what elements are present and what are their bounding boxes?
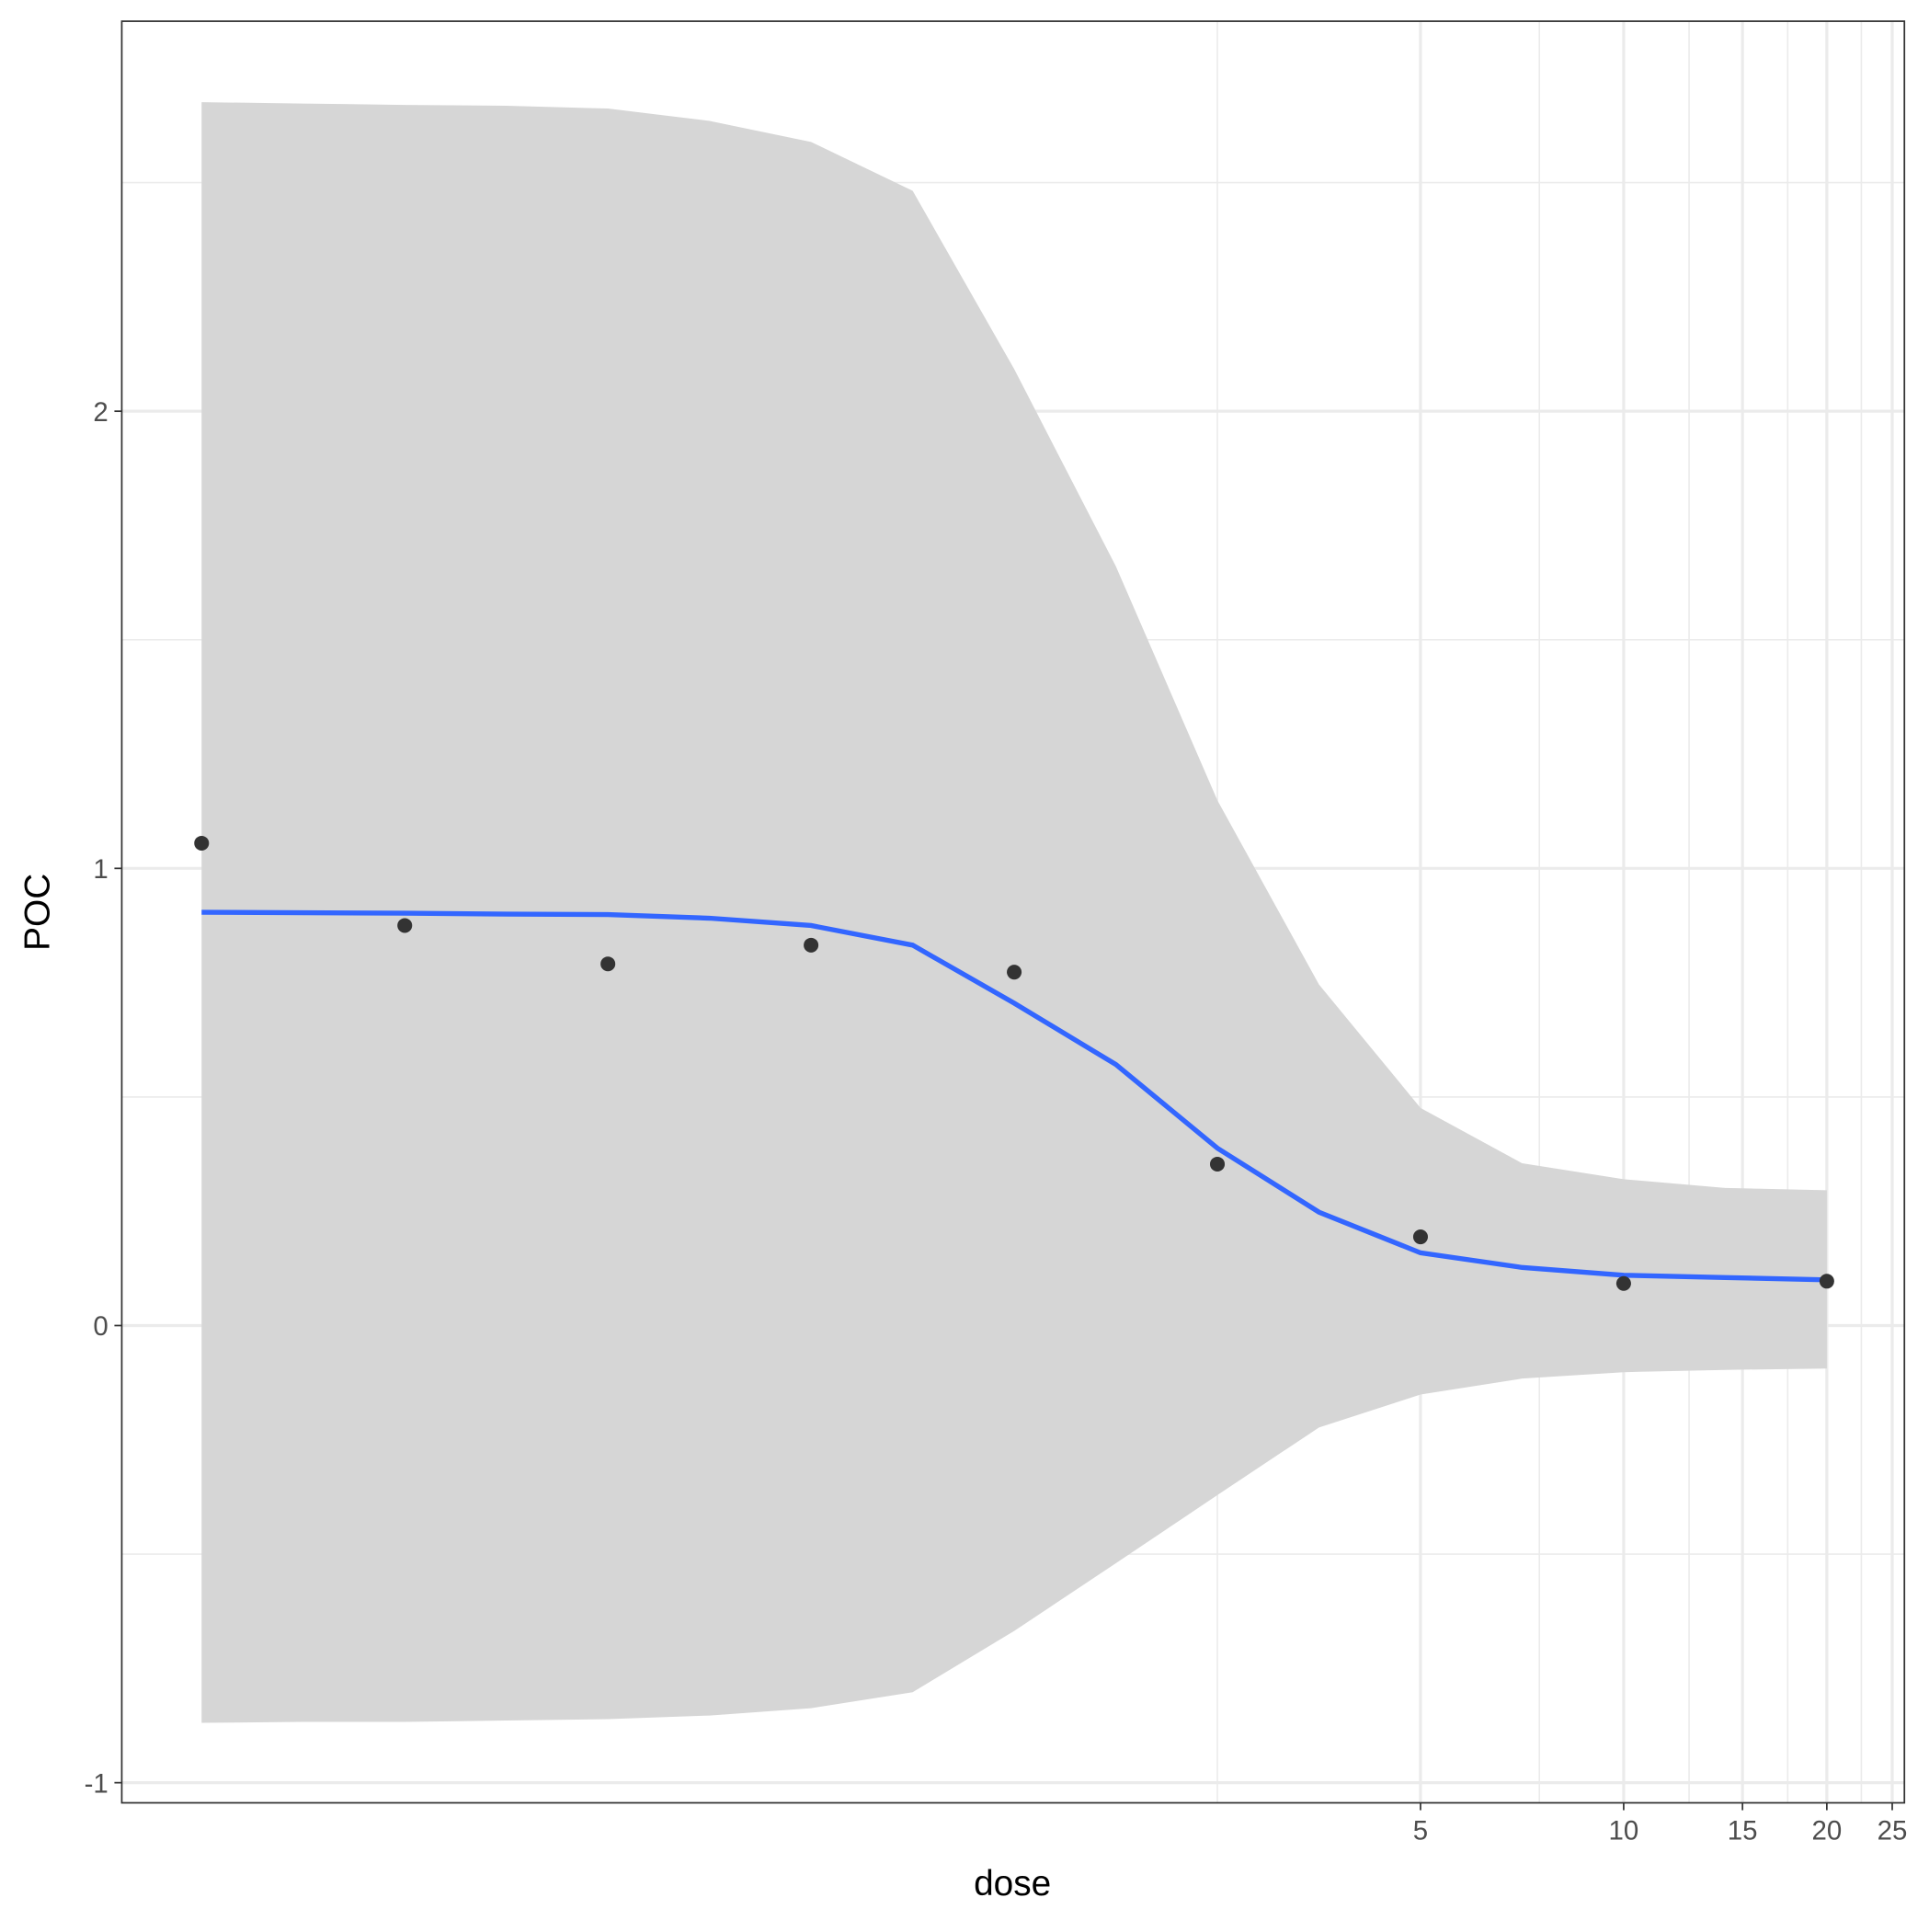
data-point (1007, 965, 1022, 980)
data-point (1412, 1229, 1429, 1245)
data-point (804, 937, 819, 953)
data-point (1209, 1156, 1226, 1172)
x-tick-label: 5 (1413, 1816, 1428, 1846)
data-point (194, 835, 210, 852)
data-point (1615, 1275, 1631, 1291)
x-tick-label: 10 (1609, 1816, 1639, 1846)
y-tick-label: -1 (85, 1768, 108, 1799)
data-point (1819, 1274, 1834, 1289)
fit-line (201, 909, 1827, 1283)
x-tick-label: 15 (1728, 1816, 1758, 1846)
y-tick-label: 2 (93, 397, 108, 428)
y-tick-label: 1 (93, 854, 108, 885)
y-tick-label: 0 (93, 1311, 108, 1342)
x-tick-label: 20 (1812, 1816, 1843, 1846)
confidence-ribbon (201, 102, 1827, 1723)
x-axis-title: dose (974, 1864, 1051, 1903)
x-tick-label: 25 (1878, 1816, 1908, 1846)
data-point (397, 918, 413, 933)
y-axis-title: POC (18, 874, 58, 951)
panel-border (120, 20, 1906, 1804)
data-point (600, 956, 616, 972)
